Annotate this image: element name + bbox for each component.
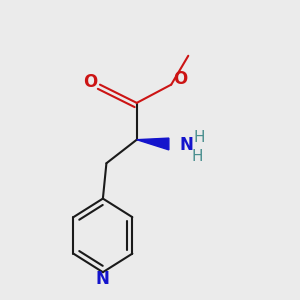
Text: O: O <box>83 73 98 91</box>
Text: O: O <box>173 70 187 88</box>
Text: H: H <box>194 130 205 145</box>
Polygon shape <box>137 138 169 150</box>
Text: N: N <box>96 270 110 288</box>
Text: H: H <box>191 149 203 164</box>
Text: N: N <box>179 136 193 154</box>
